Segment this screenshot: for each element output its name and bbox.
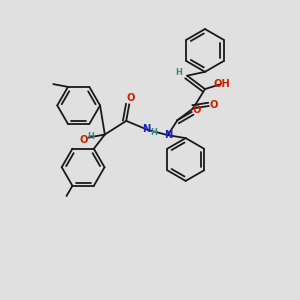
- Text: OH: OH: [214, 79, 231, 89]
- Text: H: H: [87, 131, 94, 140]
- Text: O: O: [79, 135, 88, 145]
- Text: H: H: [151, 128, 158, 137]
- Text: O: O: [192, 105, 201, 115]
- Text: H: H: [176, 68, 182, 76]
- Text: O: O: [210, 100, 218, 110]
- Text: N: N: [142, 124, 151, 134]
- Text: N: N: [164, 130, 172, 140]
- Text: O: O: [126, 93, 135, 103]
